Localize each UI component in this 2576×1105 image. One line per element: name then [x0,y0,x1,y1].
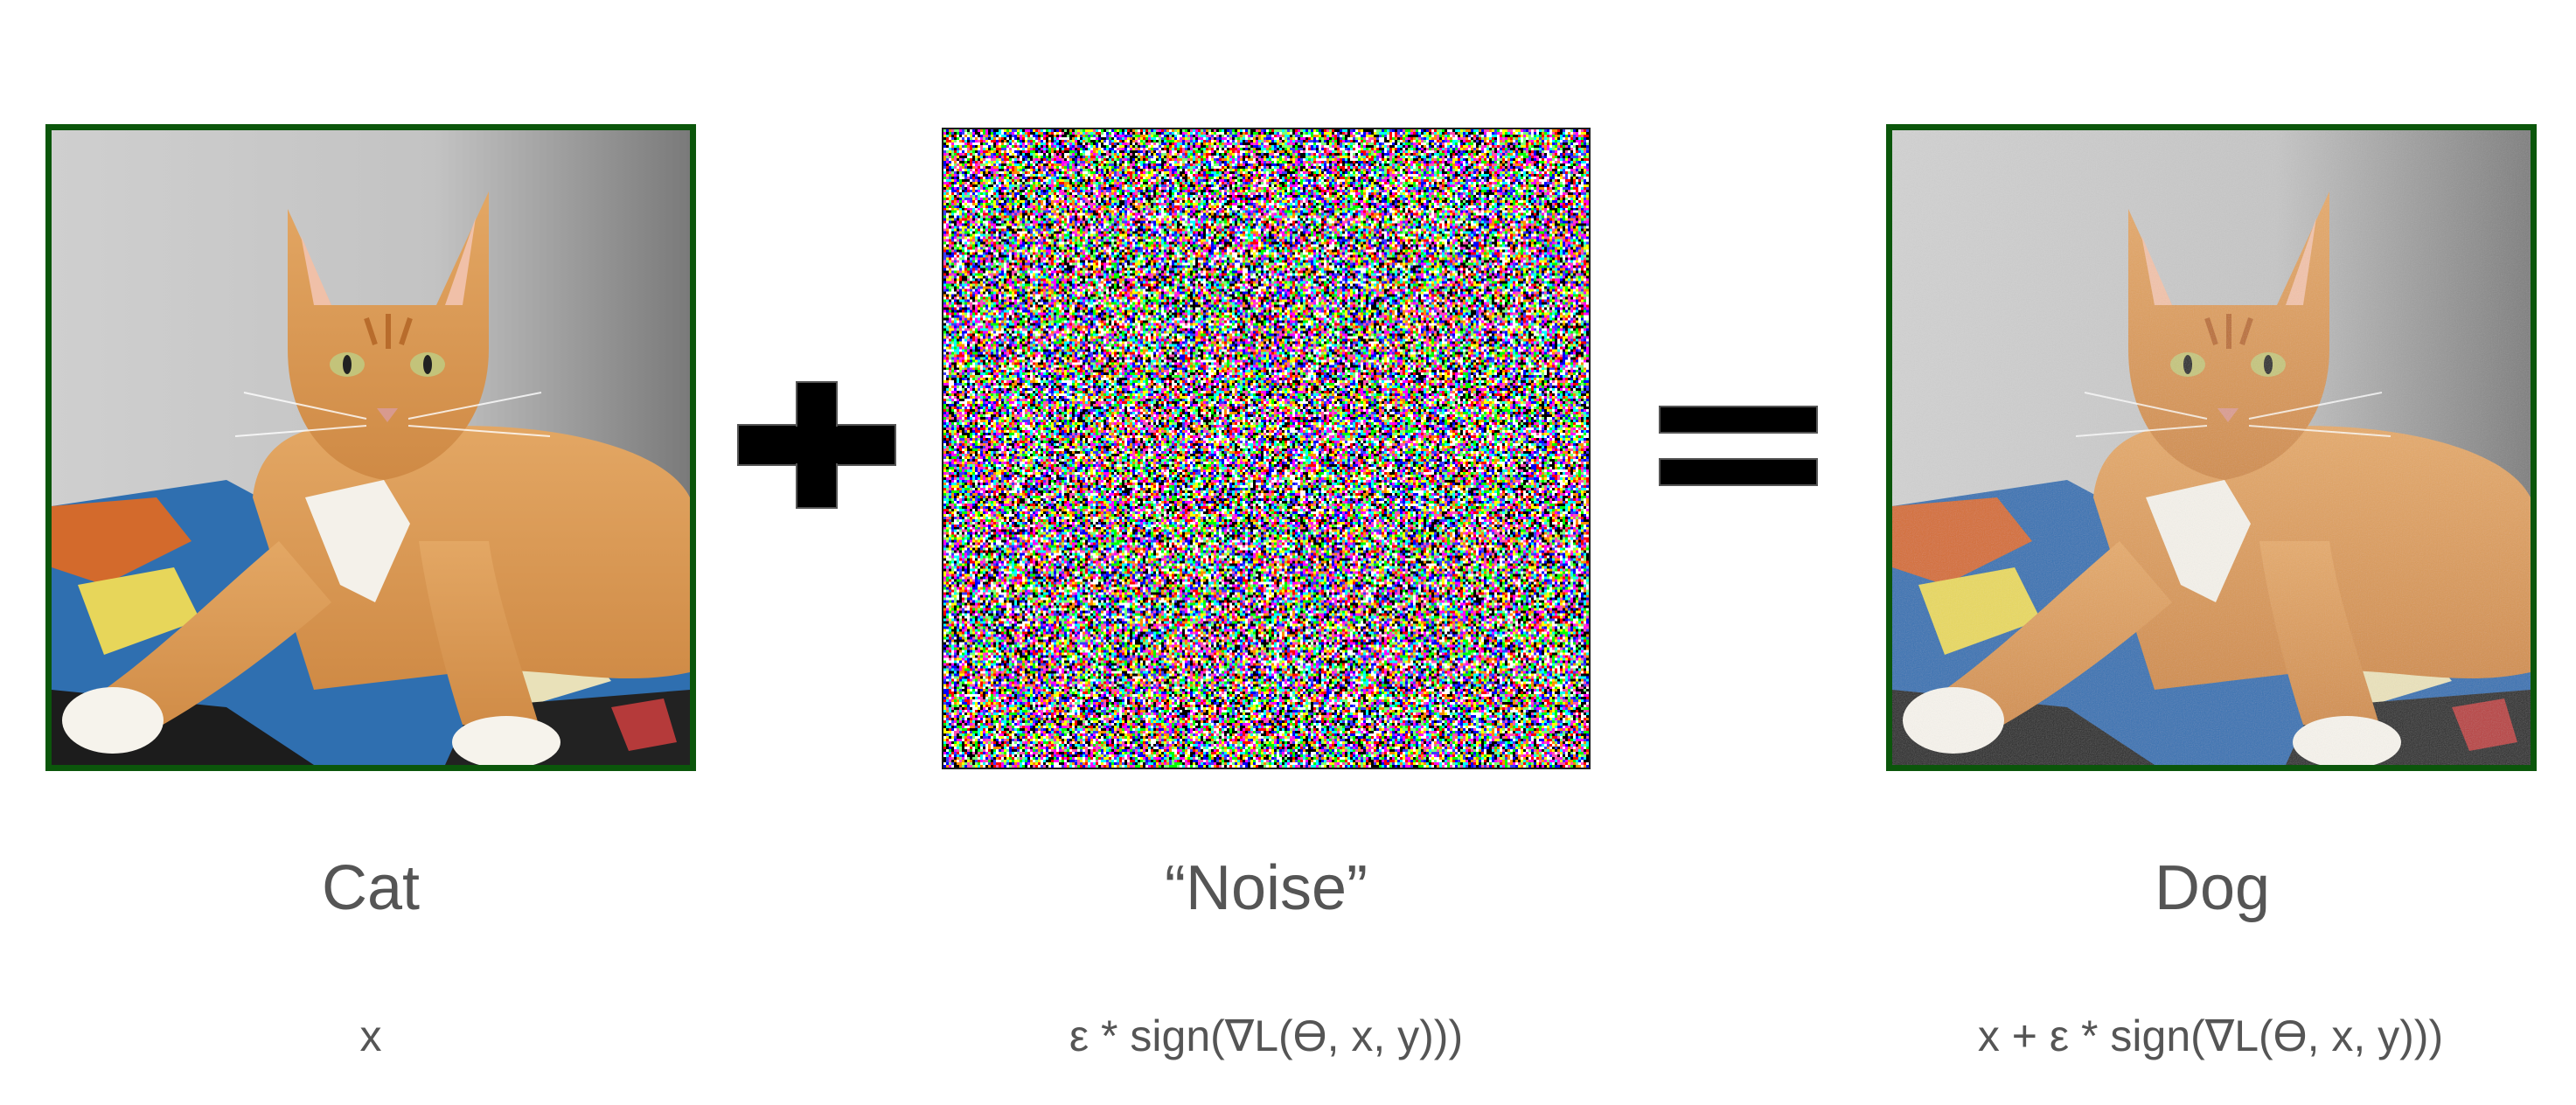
equals-icon [1659,406,1818,486]
noise-image-panel [942,128,1591,769]
adversarial-formula: x + ε * sign(∇L(ϴ, x, y))) [1977,1011,2444,1060]
noise-caption: “Noise” [1164,853,1368,923]
noise-pattern [943,129,1589,768]
cat-photo [52,130,690,765]
adversarial-image-panel [1886,124,2537,771]
perturbed-cat-photo [1892,130,2531,765]
perturbation-formula: ε * sign(∇L(ϴ, x, y))) [1069,1011,1464,1060]
cat-image-panel [45,124,696,771]
input-formula: x [359,1011,382,1060]
plus-icon [737,381,896,509]
cat-caption: Cat [321,853,421,923]
dog-caption: Dog [2154,853,2271,923]
